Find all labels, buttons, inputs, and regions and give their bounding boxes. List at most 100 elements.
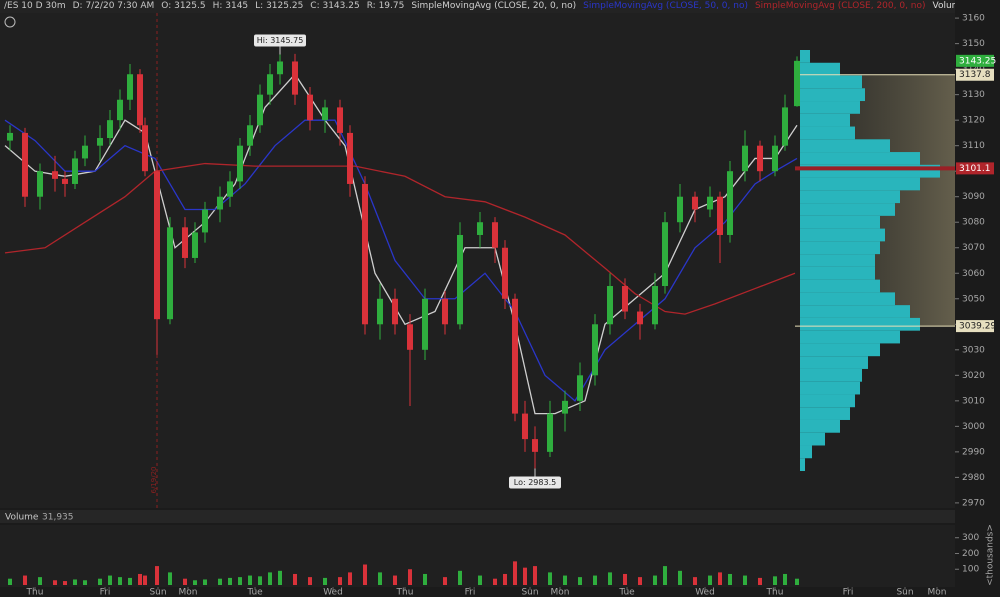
candle-body [782,107,788,146]
volume-bar [23,575,27,585]
volume-bar [308,577,312,585]
volume-bar [478,575,482,585]
profile-bar [800,177,920,191]
volume-bar [268,572,272,585]
y-tick-label: 3090 [962,192,985,202]
volume-bar [203,579,207,585]
candle-body [347,132,353,184]
profile-bar [800,407,850,420]
legend-entry: SimpleMovingAvg (CLOSE, 200, 0, no) [754,1,926,11]
x-tick-label: Thu [396,588,414,597]
candle-body [742,145,748,172]
volume-bar [138,573,142,585]
volume-bar [8,578,12,585]
candle-body [267,74,273,95]
volume-bar [143,575,147,585]
y-tick-label: 3130 [962,90,985,100]
candle-body [392,298,398,325]
volume-bar [63,581,67,585]
legend-entry: SimpleMovingAvg (CLOSE, 50, 0, no) [583,1,748,11]
annotation-box [254,34,306,47]
candle-body [247,125,253,146]
profile-bar [800,88,865,102]
volume-bar [548,572,552,585]
volume-bar [338,577,342,585]
volume-bar [53,580,57,585]
volume-bar [693,577,697,585]
volume-bar [248,575,252,585]
header-item: /ES 10 D 30m [4,1,66,11]
x-tick-label: Mon [551,588,570,597]
volume-bar [773,576,777,585]
volume-bar [728,573,732,585]
legend-entry: SimpleMovingAvg (CLOSE, 20, 0, no) [411,1,577,11]
volume-bar [293,573,297,585]
x-tick-label: Fri [465,588,476,597]
candle-body [502,247,508,299]
profile-bar [800,317,920,331]
volume-bar [363,564,367,585]
volume-bar [108,575,112,585]
profile-bar [800,139,890,153]
profile-bar [800,228,885,242]
y-tick-label: 3000 [962,422,985,432]
candle-body [22,132,28,197]
candle-body [137,74,143,126]
profile-bar [800,126,855,140]
candle-body [292,61,298,95]
y-tick-label: 3110 [962,141,985,151]
volume-bar [155,566,159,585]
volume-bar [678,570,682,585]
candle-body [407,324,413,350]
profile-bar [800,101,860,114]
info-icon[interactable] [4,16,16,28]
profile-bar [800,62,840,76]
header-item: D: 7/2/20 7:30 AM [72,1,155,11]
annotation-box [509,476,561,489]
volume-bar [523,567,527,585]
x-tick-label: Sun [896,588,913,597]
volume-total: 31,935 [42,513,74,523]
candle-body [82,145,88,159]
volume-bar [533,566,537,585]
price-tag-label: 3143.25 [959,56,996,66]
candle-body [167,227,173,320]
profile-bar [800,152,920,165]
volume-bar [238,577,242,585]
price-tag-label: 3039.29 [959,322,996,332]
sma-line [4,119,798,402]
price-tag-label: 3137.8 [959,70,991,80]
candle-body [237,145,243,182]
profile-bar [800,394,855,408]
x-tick-label: Fri [843,588,854,597]
volume-bar [783,573,787,585]
candle-body [277,61,283,75]
y-tick-label: 3060 [962,269,985,279]
candle-body [492,222,498,248]
candle-body [154,171,160,320]
price-tag [956,54,994,67]
volume-bar [578,577,582,585]
x-tick-label: Tue [618,588,635,597]
y-tick-label: 3150 [962,39,985,49]
candle-body [547,413,553,452]
profile-bar [800,419,840,433]
candle-body [772,145,778,172]
volume-bar [593,575,597,585]
x-tick-label: Sun [521,588,538,597]
volume-bar [493,578,497,585]
profile-bar [800,241,880,255]
candle-body [727,171,733,235]
candle-body [457,234,463,325]
candle-body [97,138,103,146]
candle-body [652,286,658,325]
x-tick-label: Wed [695,588,715,597]
profile-bar [800,75,862,89]
price-tag [956,162,994,175]
candle-body [192,232,198,258]
y-tick-label: 2970 [962,498,985,508]
profile-bar [800,190,900,204]
x-tick-label: Fri [100,588,111,597]
candle-body [522,413,528,440]
